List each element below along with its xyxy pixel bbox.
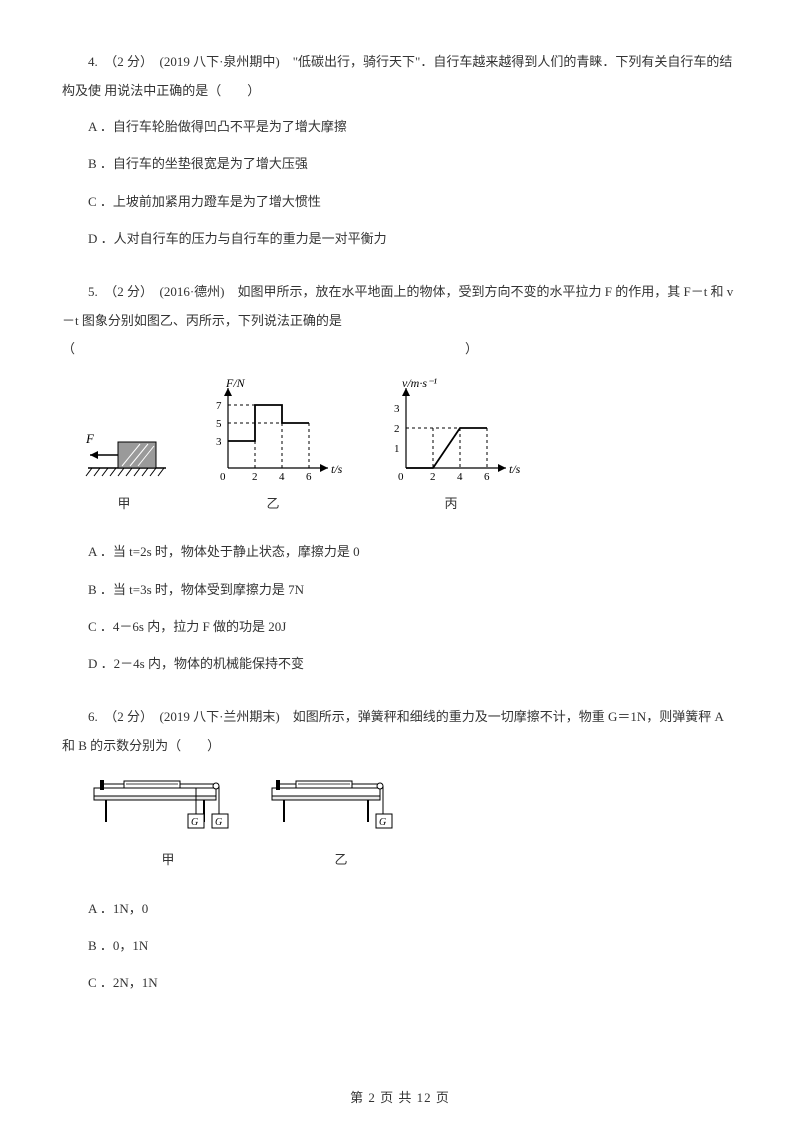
q4-option-a: A ．自行车轮胎做得凹凸不平是为了增大摩擦 bbox=[62, 111, 738, 142]
svg-text:5: 5 bbox=[216, 418, 222, 430]
q5-bing-caption: 丙 bbox=[444, 490, 457, 519]
svg-text:6: 6 bbox=[484, 471, 490, 483]
q6-jia-G1: G bbox=[215, 817, 222, 828]
svg-text:4: 4 bbox=[279, 471, 285, 483]
q6-jia-caption: 甲 bbox=[161, 846, 174, 875]
q6-yi-caption: 乙 bbox=[334, 846, 347, 875]
q6-jia-G2: G bbox=[191, 817, 198, 828]
q5-figure-bing: v/m·s⁻¹ t/s 0 2 4 6 1 2 3 bbox=[376, 378, 526, 519]
question-6: 6. （2 分） (2019 八下·兰州期末) 如图所示，弹簧秤和细线的重力及一… bbox=[62, 703, 738, 998]
q5-figure-yi: F/N t/s 0 2 4 6 3 5 7 bbox=[198, 378, 348, 519]
q5-jia-caption: 甲 bbox=[117, 490, 130, 519]
q6-jia-svg: G G bbox=[88, 774, 248, 844]
q5-figures: F 甲 F/N t/s 0 2 4 6 bbox=[78, 378, 738, 519]
q5-option-d: D ．2－4s 内，物体的机械能保持不变 bbox=[62, 648, 738, 679]
question-6-text: 6. （2 分） (2019 八下·兰州期末) 如图所示，弹簧秤和细线的重力及一… bbox=[62, 703, 738, 760]
q4-option-d: D ．人对自行车的压力与自行车的重力是一对平衡力 bbox=[62, 223, 738, 254]
q5-option-b: B ．当 t=3s 时，物体受到摩擦力是 7N bbox=[62, 574, 738, 605]
svg-text:7: 7 bbox=[216, 400, 222, 412]
svg-text:0: 0 bbox=[220, 471, 226, 483]
question-5-options: A ．当 t=2s 时，物体处于静止状态，摩擦力是 0 B ．当 t=3s 时，… bbox=[62, 536, 738, 679]
q6-option-c: C ．2N，1N bbox=[62, 967, 738, 998]
q4-option-c: C ．上坡前加紧用力蹬车是为了增大惯性 bbox=[62, 186, 738, 217]
svg-text:1: 1 bbox=[394, 443, 400, 455]
q6-figure-yi: G 乙 bbox=[266, 774, 416, 875]
q6-yi-G: G bbox=[379, 817, 386, 828]
svg-text:4: 4 bbox=[457, 471, 463, 483]
q6-figures: G G 甲 bbox=[88, 774, 738, 875]
svg-text:2: 2 bbox=[430, 471, 436, 483]
svg-text:t/s: t/s bbox=[509, 462, 521, 476]
q6-option-a: A ．1N，0 bbox=[62, 893, 738, 924]
svg-text:6: 6 bbox=[306, 471, 312, 483]
q5-figure-jia: F 甲 bbox=[78, 408, 170, 519]
svg-text:v/m·s⁻¹: v/m·s⁻¹ bbox=[402, 378, 437, 390]
q5-option-c: C ．4－6s 内，拉力 F 做的功是 20J bbox=[62, 611, 738, 642]
q5-yi-svg: F/N t/s 0 2 4 6 3 5 7 bbox=[198, 378, 348, 488]
q5-yi-caption: 乙 bbox=[266, 490, 279, 519]
q5-bing-svg: v/m·s⁻¹ t/s 0 2 4 6 1 2 3 bbox=[376, 378, 526, 488]
page-footer: 第 2 页 共 12 页 bbox=[0, 1087, 800, 1106]
question-5: 5. （2 分） (2016·德州) 如图甲所示，放在水平地面上的物体，受到方向… bbox=[62, 278, 738, 679]
svg-text:2: 2 bbox=[252, 471, 258, 483]
q6-yi-svg: G bbox=[266, 774, 416, 844]
q4-option-b: B ．自行车的坐垫很宽是为了增大压强 bbox=[62, 148, 738, 179]
q6-option-b: B ．0，1N bbox=[62, 930, 738, 961]
q6-figure-jia: G G 甲 bbox=[88, 774, 248, 875]
svg-text:t/s: t/s bbox=[331, 462, 343, 476]
q5-option-a: A ．当 t=2s 时，物体处于静止状态，摩擦力是 0 bbox=[62, 536, 738, 567]
svg-text:F/N: F/N bbox=[225, 378, 246, 390]
q5-jia-svg: F bbox=[78, 408, 170, 488]
question-6-options: A ．1N，0 B ．0，1N C ．2N，1N bbox=[62, 893, 738, 999]
question-5-text: 5. （2 分） (2016·德州) 如图甲所示，放在水平地面上的物体，受到方向… bbox=[62, 278, 738, 364]
svg-text:0: 0 bbox=[398, 471, 404, 483]
svg-text:3: 3 bbox=[394, 403, 400, 415]
question-4: 4. （2 分） (2019 八下·泉州期中) "低碳出行，骑行天下"．自行车越… bbox=[62, 48, 738, 254]
question-4-options: A ．自行车轮胎做得凹凸不平是为了增大摩擦 B ．自行车的坐垫很宽是为了增大压强… bbox=[62, 111, 738, 254]
q5-F-label: F bbox=[85, 431, 95, 446]
question-4-text: 4. （2 分） (2019 八下·泉州期中) "低碳出行，骑行天下"．自行车越… bbox=[62, 48, 738, 105]
svg-text:2: 2 bbox=[394, 423, 400, 435]
svg-text:3: 3 bbox=[216, 436, 222, 448]
